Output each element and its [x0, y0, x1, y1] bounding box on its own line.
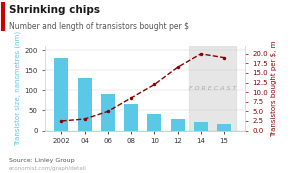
- Bar: [101, 94, 115, 130]
- Bar: [171, 119, 185, 130]
- Bar: [194, 122, 208, 130]
- Bar: [78, 78, 92, 130]
- Text: Source: Linley Group: Source: Linley Group: [9, 158, 74, 163]
- Bar: [55, 58, 68, 130]
- Bar: [217, 124, 231, 130]
- Y-axis label: Transistors bought per $, m: Transistors bought per $, m: [271, 40, 277, 136]
- Text: F O R E C A S T: F O R E C A S T: [189, 86, 236, 91]
- Bar: [147, 115, 161, 130]
- Bar: [124, 104, 138, 130]
- Bar: [189, 46, 236, 130]
- Text: Number and length of transistors bought per $: Number and length of transistors bought …: [9, 22, 189, 31]
- Y-axis label: Transistor size, nanometres (nm): Transistor size, nanometres (nm): [15, 31, 22, 146]
- Text: Shrinking chips: Shrinking chips: [9, 5, 100, 15]
- Text: economist.com/graph/detail: economist.com/graph/detail: [9, 166, 86, 171]
